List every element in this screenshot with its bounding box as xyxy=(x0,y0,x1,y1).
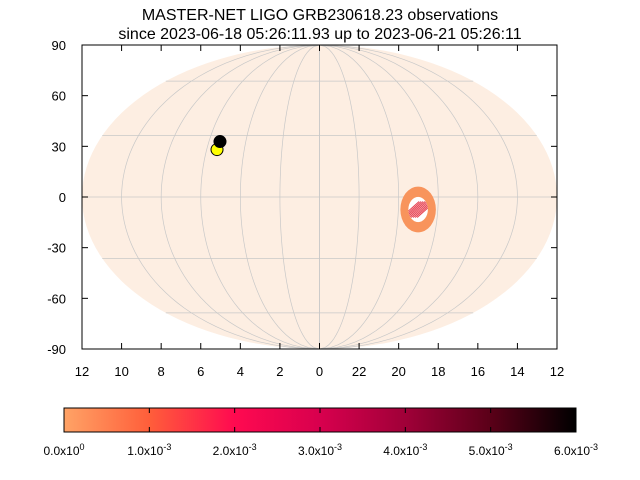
colorbar-tick-label: 6.0x10-3 xyxy=(554,442,598,458)
probability-core-hatch xyxy=(412,201,428,218)
colorbar: 0.0x100 1.0x10-3 2.0x10-3 3.0x10-3 4.0x10-3 5… xyxy=(43,407,598,458)
x-tick-label: 2 xyxy=(276,364,283,379)
x-tick-label: 22 xyxy=(352,364,366,379)
probability-core-hatch xyxy=(408,201,422,218)
x-tick-label: 10 xyxy=(114,364,128,379)
y-tick-label: 30 xyxy=(52,139,66,154)
colorbar-tick-label: 1.0x10-3 xyxy=(127,442,171,458)
probability-core-hatch xyxy=(414,201,428,218)
probability-core-hatch xyxy=(408,201,428,218)
y-tick-label: 90 xyxy=(52,38,66,53)
y-tick-label: -60 xyxy=(47,291,66,306)
x-tick-label: 14 xyxy=(510,364,524,379)
probability-core-hatch xyxy=(408,201,426,218)
y-tick-label: -30 xyxy=(47,241,66,256)
probability-core xyxy=(408,201,428,218)
chart-subtitle: since 2023-06-18 05:26:11.93 up to 2023-… xyxy=(118,26,522,43)
colorbar-tick-label: 0.0x100 xyxy=(43,442,84,458)
x-tick-label: 0 xyxy=(316,364,323,379)
colorbar-tick-label: 2.0x10-3 xyxy=(213,442,257,458)
x-tick-label: 6 xyxy=(197,364,204,379)
probability-core-hatch xyxy=(408,201,424,218)
colorbar-tick-label: 3.0x10-3 xyxy=(298,442,342,458)
y-tick-label: 0 xyxy=(59,190,66,205)
x-tick-label: 20 xyxy=(391,364,405,379)
x-tick-label: 16 xyxy=(471,364,485,379)
x-tick-label: 12 xyxy=(550,364,564,379)
x-tick-label: 12 xyxy=(75,364,89,379)
x-tick-label: 4 xyxy=(237,364,244,379)
colorbar-tick-label: 5.0x10-3 xyxy=(469,442,513,458)
x-tick-label: 8 xyxy=(158,364,165,379)
chart-title: MASTER-NET LIGO GRB230618.23 observation… xyxy=(141,7,499,24)
colorbar-tick-label: 4.0x10-3 xyxy=(383,442,427,458)
probability-core-hatch xyxy=(410,201,428,218)
y-tick-label: -90 xyxy=(47,342,66,357)
observation-point xyxy=(213,135,227,149)
plot-area xyxy=(81,44,558,350)
y-tick-label: 60 xyxy=(52,89,66,104)
probability-core-hatch xyxy=(408,201,420,218)
x-tick-label: 18 xyxy=(431,364,445,379)
probability-core-hatch xyxy=(416,201,428,218)
